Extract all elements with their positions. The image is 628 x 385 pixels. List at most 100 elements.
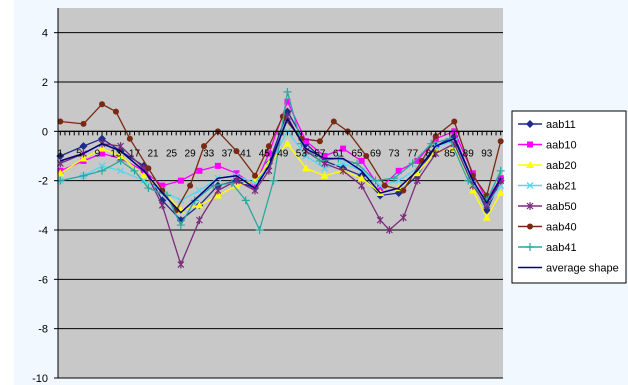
- x-tick-label: 13: [110, 148, 122, 159]
- data-point: [376, 182, 384, 190]
- y-tick-label: 4: [42, 28, 48, 40]
- legend-item: aab11: [518, 119, 576, 131]
- data-point: [130, 166, 139, 175]
- data-point: [187, 182, 194, 189]
- data-point: [139, 171, 148, 179]
- data-point: [117, 167, 125, 175]
- data-point: [496, 189, 505, 196]
- x-tick-label: 93: [481, 148, 493, 159]
- x-tick-label: 53: [296, 148, 308, 159]
- data-point: [358, 157, 365, 164]
- legend-item: average shape: [518, 263, 619, 275]
- x-tick-label: 69: [370, 148, 382, 159]
- data-point: [526, 202, 534, 210]
- data-point: [214, 162, 221, 169]
- data-point: [98, 162, 106, 170]
- data-point: [371, 176, 380, 185]
- legend-label: average shape: [546, 263, 619, 275]
- legend-label: aab50: [546, 201, 577, 213]
- data-point: [400, 187, 407, 194]
- data-point: [158, 201, 166, 210]
- legend-item: aab21: [518, 181, 577, 193]
- data-point: [116, 152, 125, 159]
- data-point: [408, 159, 417, 168]
- data-point: [116, 156, 125, 165]
- data-point: [79, 154, 88, 162]
- legend-item: aab41: [518, 242, 577, 254]
- data-point: [227, 179, 236, 188]
- data-point: [144, 184, 153, 193]
- data-point: [395, 167, 402, 174]
- legend-label: aab20: [546, 160, 577, 172]
- x-tick-label: 73: [389, 148, 401, 159]
- data-point: [196, 167, 203, 174]
- data-point: [195, 216, 203, 225]
- data-point: [497, 138, 504, 145]
- legend-label: aab21: [546, 181, 577, 193]
- data-point: [112, 108, 119, 115]
- series-line: [60, 118, 502, 214]
- data-point: [233, 170, 240, 177]
- legend: aab11 aab10 aab20 aab21 aab50 aab40 aab41 avera…: [511, 110, 627, 284]
- y-tick-label: -8: [38, 324, 48, 336]
- data-point: [381, 182, 388, 189]
- data-point: [315, 156, 324, 165]
- data-point: [339, 166, 347, 175]
- axes: 4 2 0 -2 -4 -6 -8 -10 1 5 9 13 17 21 25 29 33 37 41 45 49 53 5…: [32, 8, 503, 385]
- data-point: [468, 186, 477, 194]
- data-point: [98, 166, 107, 175]
- data-point: [241, 196, 250, 205]
- data-point: [527, 141, 533, 148]
- data-point: [432, 133, 439, 140]
- data-point: [526, 120, 534, 128]
- data-point: [201, 143, 208, 150]
- x-tick-label: 21: [147, 148, 159, 159]
- data-point: [464, 176, 473, 185]
- data-point: [302, 138, 309, 145]
- data-point: [99, 101, 106, 108]
- x-tick-label: 5: [76, 148, 82, 159]
- y-tick-label: 2: [42, 77, 48, 89]
- x-tick-label: 37: [222, 148, 234, 159]
- x-tick-label: 29: [185, 148, 197, 159]
- data-point: [339, 159, 347, 167]
- data-point: [80, 120, 87, 127]
- y-tick-label: -6: [38, 274, 48, 286]
- data-point: [98, 144, 107, 152]
- data-point: [357, 174, 366, 182]
- data-point: [252, 182, 259, 189]
- data-point: [482, 213, 491, 221]
- data-point: [413, 176, 421, 185]
- data-point: [214, 186, 222, 195]
- data-point: [195, 201, 204, 209]
- data-point: [482, 206, 491, 215]
- data-point: [117, 142, 125, 151]
- data-point: [376, 216, 384, 225]
- data-point: [451, 118, 458, 125]
- data-point: [265, 150, 272, 157]
- plot-area: [58, 8, 503, 378]
- data-point: [265, 143, 272, 150]
- data-point: [414, 157, 421, 164]
- data-point: [399, 213, 407, 222]
- data-point: [99, 150, 106, 157]
- y-tick-label: -4: [38, 225, 48, 237]
- data-point: [255, 226, 264, 234]
- legend-label: aab10: [546, 140, 577, 152]
- data-point: [316, 138, 323, 145]
- x-tick-label: 85: [444, 148, 456, 159]
- data-point: [283, 87, 292, 96]
- x-tick-label: 81: [426, 148, 438, 159]
- data-point: [98, 134, 107, 143]
- data-point: [302, 152, 310, 160]
- legend-item: aab10: [518, 140, 577, 152]
- data-point: [177, 177, 184, 184]
- x-tick-label: 33: [203, 148, 215, 159]
- x-tick-label: 17: [129, 148, 141, 159]
- data-point: [283, 107, 292, 116]
- data-point: [145, 165, 152, 172]
- x-tick-label: 89: [463, 148, 475, 159]
- y-tick-label: -10: [32, 373, 48, 385]
- data-point: [301, 164, 310, 172]
